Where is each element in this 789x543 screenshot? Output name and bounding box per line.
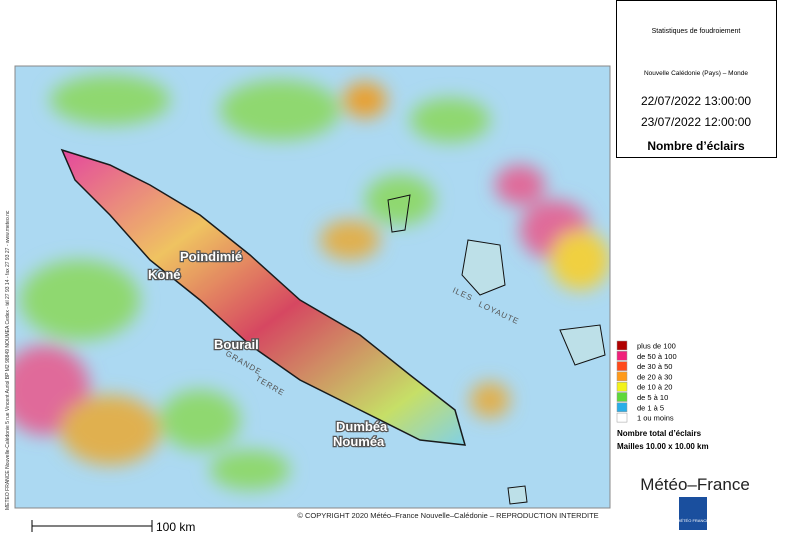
logo-text: MÉTÉO FRANCE — [677, 518, 709, 523]
brand: Météo–France — [640, 475, 750, 494]
measure: Nombre d’éclairs — [647, 139, 745, 153]
place-label: Poindimié — [180, 249, 242, 264]
legend-label: de 30 à 50 — [637, 362, 672, 371]
info-box — [616, 0, 777, 158]
legend-swatch — [616, 402, 628, 413]
legend-swatch — [616, 381, 628, 392]
place-label: Koné — [148, 267, 181, 282]
legend-label: de 5 à 10 — [637, 393, 668, 402]
start-date: 22/07/2022 13:00:00 — [641, 94, 751, 108]
legend-label: de 10 à 20 — [637, 383, 672, 392]
legend-swatch — [616, 371, 628, 382]
legend-label: 1 ou moins — [637, 414, 674, 423]
legend-label: de 1 à 5 — [637, 403, 664, 412]
legend-total: Nombre total d’éclairs — [617, 429, 702, 438]
legend-swatch — [616, 412, 628, 423]
place-label: Bourail — [214, 337, 259, 352]
map: Poindimié Koné Bourail Dumbéa Nouméa ILE… — [15, 66, 610, 508]
scale-label: 100 km — [156, 520, 195, 534]
place-label: Dumbéa — [336, 419, 388, 434]
legend-mesh: Mailles 10.00 x 10.00 km — [617, 442, 709, 451]
legend-swatch — [616, 351, 628, 361]
address: METEO FRANCE Nouvelle-Calédonie 5 rue Vi… — [5, 210, 11, 510]
legend-label: de 50 à 100 — [637, 352, 677, 361]
end-date: 23/07/2022 12:00:00 — [641, 115, 751, 129]
region: Nouvelle Calédonie (Pays) – Monde — [644, 70, 748, 77]
place-label: Nouméa — [333, 434, 385, 449]
legend-label: plus de 100 — [637, 342, 676, 351]
legend-label: de 20 à 30 — [637, 372, 672, 381]
legend-swatch — [616, 392, 628, 402]
logo — [679, 497, 707, 530]
title: Statistiques de foudroiement — [652, 28, 741, 35]
map-frame — [14, 65, 611, 509]
legend-swatch — [616, 340, 628, 351]
legend-swatch — [616, 361, 628, 371]
copyright: © COPYRIGHT 2020 Météo–France Nouvelle–C… — [297, 511, 598, 520]
